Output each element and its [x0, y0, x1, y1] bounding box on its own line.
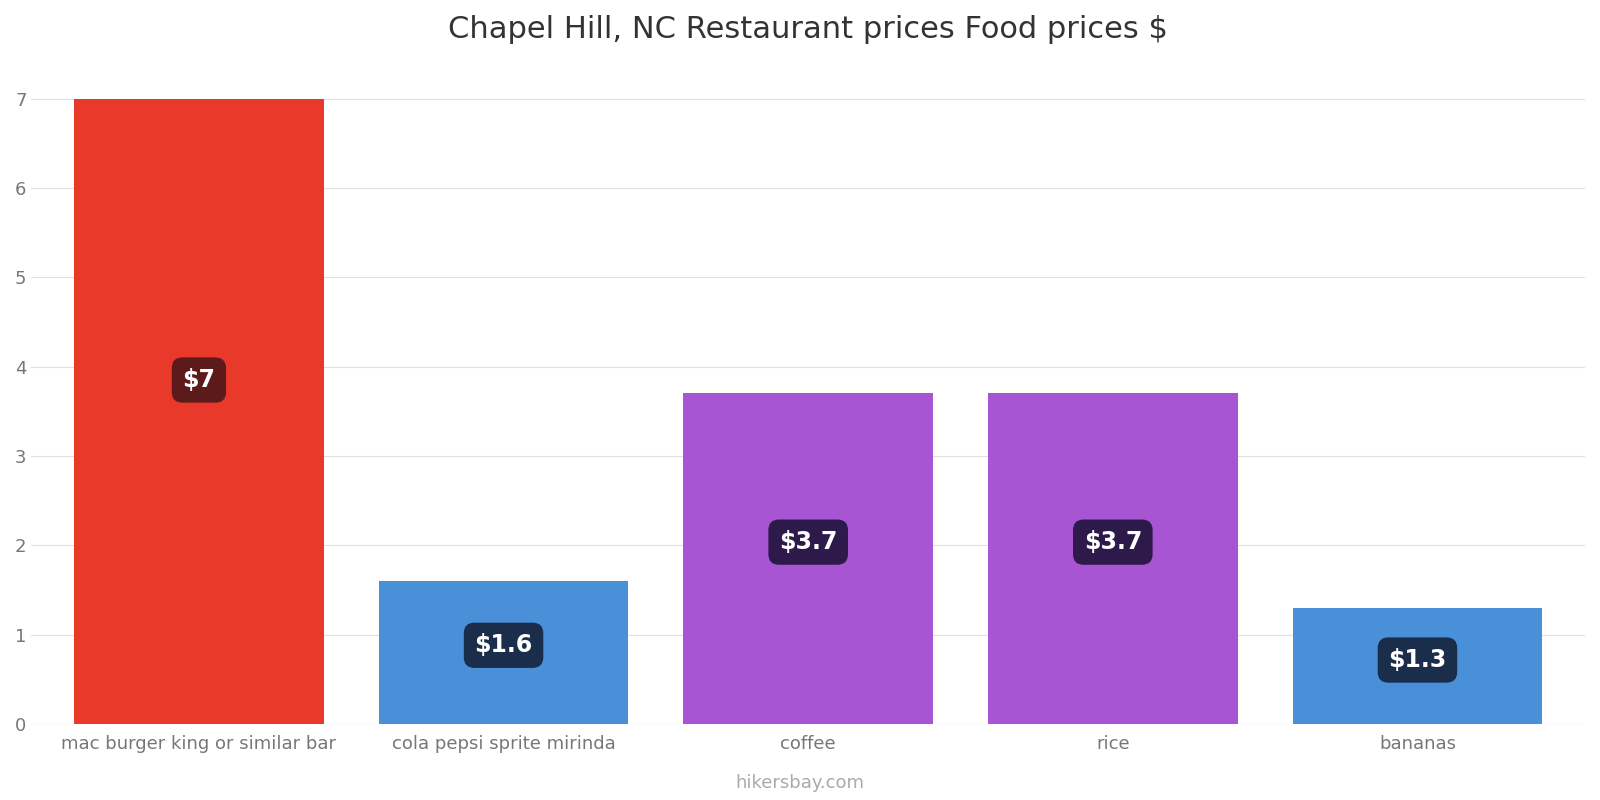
Bar	[987, 394, 1238, 724]
Text: $1.3: $1.3	[1389, 648, 1446, 672]
Bar	[1293, 608, 1542, 724]
Text: hikersbay.com: hikersbay.com	[736, 774, 864, 792]
Text: $1.6: $1.6	[475, 634, 533, 658]
Text: $7: $7	[182, 368, 216, 392]
Bar	[74, 98, 323, 724]
Bar	[379, 581, 629, 724]
Title: Chapel Hill, NC Restaurant prices Food prices $: Chapel Hill, NC Restaurant prices Food p…	[448, 15, 1168, 44]
Text: $3.7: $3.7	[779, 530, 837, 554]
Bar	[683, 394, 933, 724]
Text: $3.7: $3.7	[1083, 530, 1142, 554]
